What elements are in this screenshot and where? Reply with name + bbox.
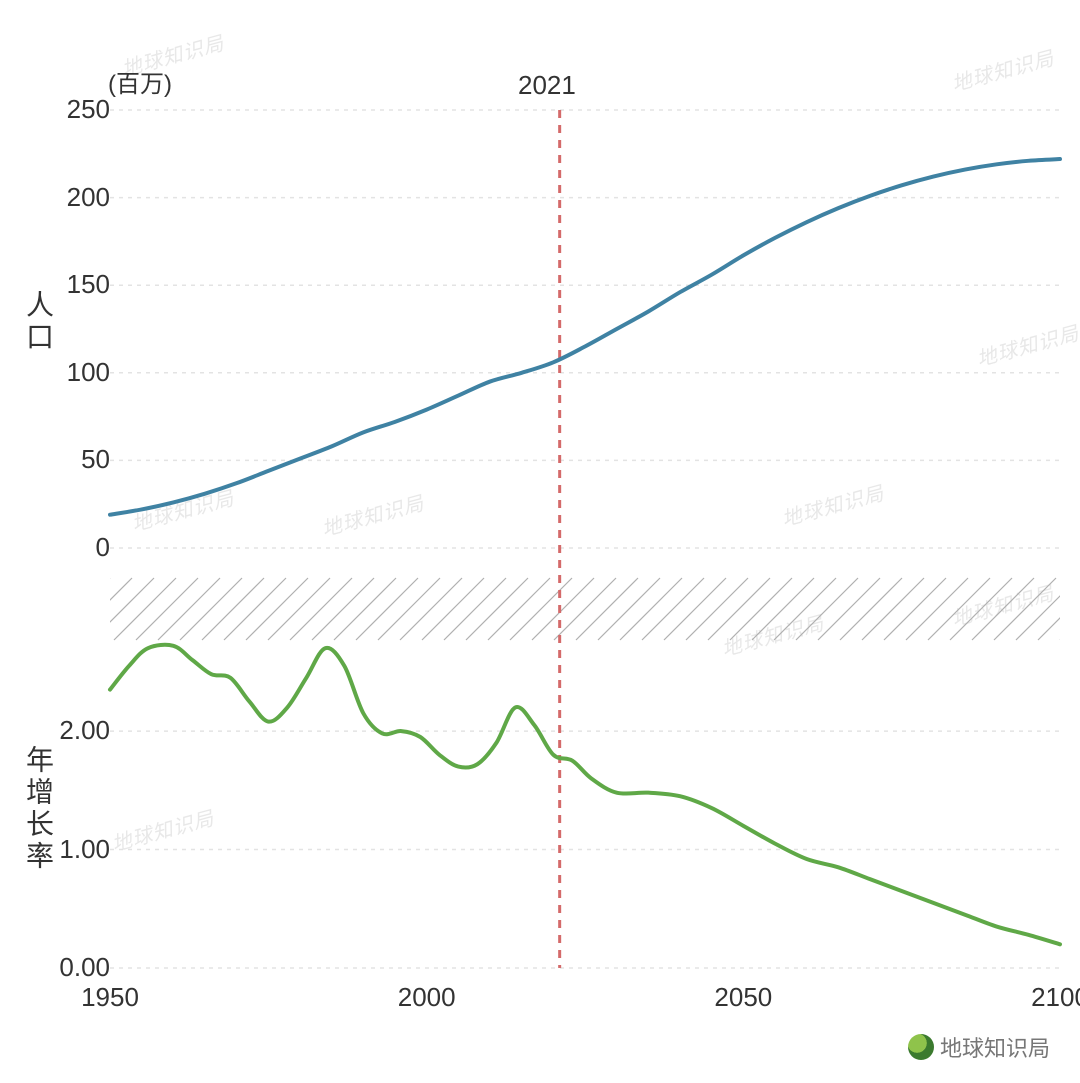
top-y-tick: 150 — [55, 269, 110, 300]
top-y-tick: 0 — [55, 532, 110, 563]
growth-rate-line — [110, 645, 1060, 945]
top-y-tick: 100 — [55, 357, 110, 388]
x-tick: 2000 — [387, 982, 467, 1013]
year-marker-label: 2021 — [518, 70, 576, 101]
top-y-tick: 250 — [55, 94, 110, 125]
bottom-y-tick: 0.00 — [48, 952, 110, 983]
top-y-tick: 200 — [55, 182, 110, 213]
top-y-tick: 50 — [55, 444, 110, 475]
bottom-y-tick: 1.00 — [48, 834, 110, 865]
population-growth-chart — [0, 0, 1080, 1083]
x-tick: 1950 — [70, 982, 150, 1013]
top-chart-unit: (百万) — [108, 64, 172, 99]
x-tick: 2100 — [1020, 982, 1080, 1013]
credit-text: 地球知识局 — [940, 1031, 1050, 1063]
wechat-logo-icon — [908, 1034, 934, 1060]
source-credit: 地球知识局 — [908, 1031, 1050, 1063]
bottom-y-tick: 2.00 — [48, 715, 110, 746]
top-y-axis-label: 人口 — [18, 290, 58, 354]
x-tick: 2050 — [703, 982, 783, 1013]
population-line — [110, 159, 1060, 515]
